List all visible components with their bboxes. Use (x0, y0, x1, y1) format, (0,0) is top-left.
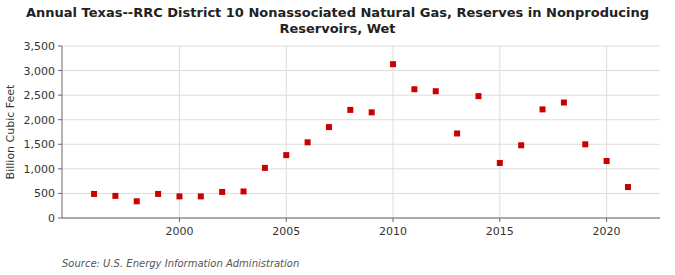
x-grid-line (286, 46, 287, 218)
point (369, 109, 375, 115)
x-tick (179, 218, 180, 222)
y-tick (58, 119, 62, 120)
y-tick (58, 144, 62, 145)
point (305, 139, 311, 145)
point (326, 124, 332, 130)
y-grid-line (62, 168, 660, 169)
x-grid-line (393, 46, 394, 218)
x-grid-line (606, 46, 607, 218)
point (561, 100, 567, 106)
point (347, 107, 353, 113)
y-tick-label: 2,500 (24, 89, 56, 102)
point (176, 193, 182, 199)
grid (62, 46, 660, 218)
y-tick-label: 1,000 (24, 163, 56, 176)
point (411, 86, 417, 92)
point (134, 198, 140, 204)
x-tick-label: 2015 (486, 225, 514, 238)
title: Annual Texas--RRC District 10 Nonassocia… (26, 5, 649, 36)
y-tick (58, 218, 62, 219)
y-tick-label: 500 (34, 187, 55, 200)
y-grid-line (62, 119, 660, 120)
point (112, 193, 118, 199)
point (219, 189, 225, 195)
point (91, 191, 97, 197)
point (262, 165, 268, 171)
point (198, 193, 204, 199)
x-tick-label: 2010 (379, 225, 407, 238)
y-axis-label: Billion Cubic Feet (4, 84, 17, 179)
point (625, 184, 631, 190)
y-grid-line (62, 70, 660, 71)
x-tick-label: 2020 (593, 225, 621, 238)
x-tick-label: 2000 (165, 225, 193, 238)
point (604, 158, 610, 164)
source-note: Source: U.S. Energy Information Administ… (62, 258, 299, 269)
point (241, 188, 247, 194)
y-tick-label: 2,000 (24, 114, 56, 127)
y-tick-label: 1,500 (24, 138, 56, 151)
y-axis-line (62, 46, 63, 218)
point (283, 152, 289, 158)
points (91, 61, 631, 204)
y-grid-line (62, 46, 660, 47)
x-grid-line (499, 46, 500, 218)
point (582, 141, 588, 147)
point (518, 142, 524, 148)
point (390, 61, 396, 67)
y-tick-label: 3,000 (24, 65, 56, 78)
point (475, 93, 481, 99)
y-tick (58, 193, 62, 194)
y-tick (58, 46, 62, 47)
y-grid-line (62, 218, 660, 219)
point (540, 106, 546, 112)
chart: Annual Texas--RRC District 10 Nonassocia… (0, 0, 675, 275)
y-grid-line (62, 193, 660, 194)
point (155, 191, 161, 197)
x-axis-line (62, 218, 660, 219)
chart-container: Annual Texas--RRC District 10 Nonassocia… (0, 0, 675, 275)
point (497, 160, 503, 166)
x-tick (499, 218, 500, 222)
y-grid-line (62, 144, 660, 145)
y-grid-line (62, 95, 660, 96)
x-tick (606, 218, 607, 222)
x-tick (393, 218, 394, 222)
x-tick-label: 2005 (272, 225, 300, 238)
y-tick-label: 3,500 (24, 40, 56, 53)
x-grid-line (179, 46, 180, 218)
point (454, 130, 460, 136)
y-tick (58, 168, 62, 169)
x-tick (286, 218, 287, 222)
y-tick (58, 70, 62, 71)
y-tick (58, 95, 62, 96)
point (433, 88, 439, 94)
y-tick-label: 0 (48, 212, 55, 225)
